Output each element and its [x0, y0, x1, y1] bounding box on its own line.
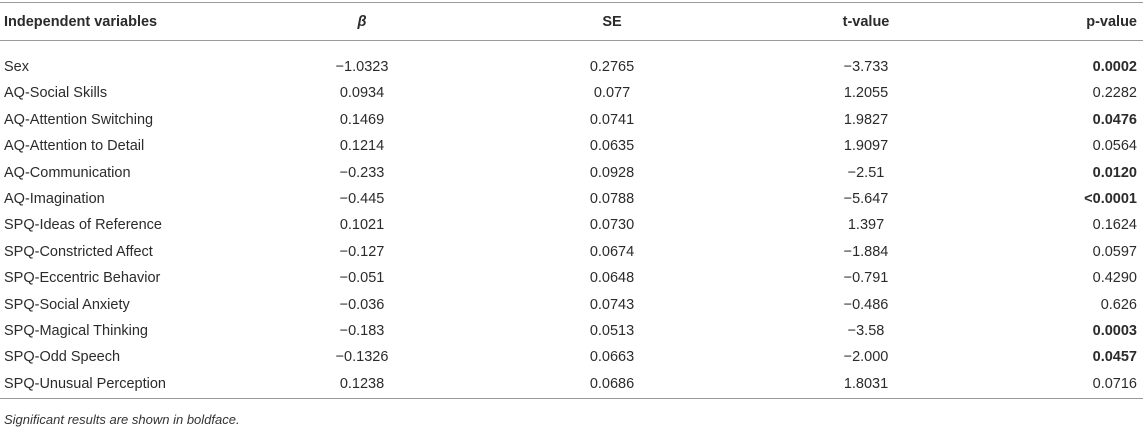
table-cell: 1.9097 [843, 138, 889, 155]
row-label: SPQ-Constricted Affect [4, 243, 153, 260]
table-cell: −0.036 [339, 296, 385, 313]
table-cell: 0.2282 [1092, 85, 1137, 102]
table-cell: −1.0323 [335, 59, 389, 75]
footnote: Significant results are shown in boldfac… [4, 412, 240, 427]
row-label: SPQ-Eccentric Behavior [4, 270, 161, 287]
table-cell: −5.647 [843, 191, 889, 207]
table-cell: −0.445 [339, 191, 385, 207]
row-label: AQ-Attention to Detail [4, 138, 145, 155]
row-label: Sex [4, 59, 29, 75]
top-rule [0, 2, 1143, 3]
table-cell: 0.1238 [339, 375, 385, 392]
row-label: SPQ-Unusual Perception [4, 375, 166, 392]
table-cell: 0.0730 [589, 217, 635, 234]
table-cell: 0.1214 [339, 138, 385, 155]
column-header: Independent variables [4, 14, 158, 30]
table-cell: 1.9827 [843, 111, 889, 128]
column-header: SE [602, 14, 622, 30]
table-cell: 0.4290 [1092, 270, 1137, 287]
row-label: SPQ-Magical Thinking [4, 323, 148, 339]
table-cell: 0.0648 [589, 270, 635, 287]
table-cell: −2.000 [843, 349, 889, 366]
table-cell: 0.0457 [1092, 349, 1137, 366]
table-cell: 0.1624 [1092, 217, 1137, 234]
row-label: AQ-Social Skills [4, 85, 108, 102]
bottom-rule [0, 398, 1143, 399]
row-label: AQ-Communication [4, 164, 131, 181]
table-cell: 0.0743 [589, 296, 635, 313]
table-cell: 1.8031 [843, 375, 889, 392]
table-cell: 0.1021 [339, 217, 385, 234]
table-cell: 0.0476 [1092, 111, 1137, 128]
table-cell: −0.233 [339, 164, 385, 181]
table-cell: 0.626 [1100, 296, 1137, 313]
table-cell: 0.0934 [339, 85, 385, 102]
table-cell: 0.0002 [1092, 59, 1137, 75]
row-label: AQ-Attention Switching [4, 111, 154, 128]
table-cell: −3.58 [847, 323, 885, 339]
table-cell: 0.0564 [1092, 138, 1137, 155]
header-rule [0, 40, 1143, 41]
table-cell: −0.1326 [335, 349, 389, 366]
table-cell: 0.0120 [1092, 164, 1137, 181]
table-cell: 0.0003 [1092, 323, 1137, 339]
table-cell: 0.0741 [589, 111, 635, 128]
table-cell: 0.1469 [339, 111, 385, 128]
table-cell: −0.791 [843, 270, 889, 287]
table-cell: −0.183 [339, 323, 385, 339]
row-label: SPQ-Ideas of Reference [4, 217, 162, 234]
table-cell: 0.0597 [1092, 243, 1137, 260]
table-cell: −0.127 [339, 243, 385, 260]
table-cell: 0.2765 [589, 59, 635, 75]
table-cell: −0.051 [339, 270, 385, 287]
row-label: SPQ-Odd Speech [4, 349, 121, 366]
column-header: p-value [1086, 14, 1137, 30]
column-header: t-value [842, 14, 890, 30]
row-label: SPQ-Social Anxiety [4, 296, 130, 313]
table-cell: 0.077 [593, 85, 631, 102]
table-cell: 0.0674 [589, 243, 635, 260]
table-cell: 0.0928 [589, 164, 635, 181]
row-label: AQ-Imagination [4, 191, 105, 207]
table-cell: 0.0788 [589, 191, 635, 207]
table-cell: 0.0513 [589, 323, 635, 339]
table-cell: 1.397 [847, 217, 885, 234]
table-cell: 1.2055 [843, 85, 889, 102]
column-header: β [357, 14, 367, 30]
table-cell: −1.884 [843, 243, 889, 260]
table-cell: 0.0663 [589, 349, 635, 366]
table-cell: 0.0686 [589, 375, 635, 392]
table-cell: 0.0716 [1092, 375, 1137, 392]
table-cell: 0.0635 [589, 138, 635, 155]
table-cell: −3.733 [843, 59, 889, 75]
table-cell: −0.486 [843, 296, 889, 313]
table-cell: <0.0001 [1084, 191, 1137, 207]
table-cell: −2.51 [847, 164, 885, 181]
